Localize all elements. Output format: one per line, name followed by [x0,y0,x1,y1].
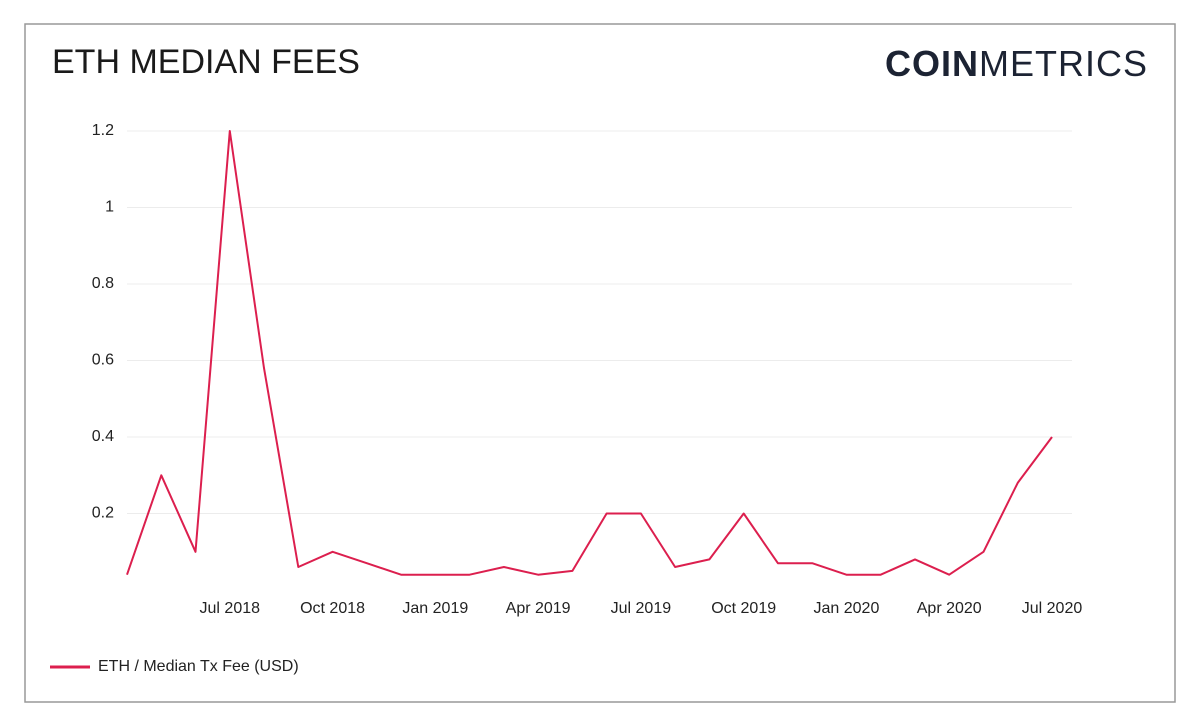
y-tick-label: 0.8 [92,275,114,292]
frame [24,23,1176,703]
data-line [126,130,1053,576]
y-tick-label: 1.2 [92,122,114,139]
logo: COINMETRICS [885,43,1148,84]
y-tick-label: 0.4 [92,428,114,445]
y-tick-label: 0.6 [92,352,114,369]
x-tick-label: Apr 2020 [917,600,982,617]
x-tick-label: Jul 2018 [200,600,261,617]
x-tick-label: Jul 2019 [611,600,672,617]
x-tick-label: Jan 2019 [402,600,468,617]
y-tick-label: 0.2 [92,505,114,522]
x-tick-label: Oct 2018 [300,600,365,617]
x-tick-label: Oct 2019 [711,600,776,617]
chart-title: ETH MEDIAN FEES [52,43,360,81]
x-tick-label: Jan 2020 [814,600,880,617]
legend-label: ETH / Median Tx Fee (USD) [98,658,299,675]
y-tick-label: 1 [105,199,114,216]
x-tick-label: Apr 2019 [506,600,571,617]
x-tick-label: Jul 2020 [1022,600,1083,617]
logo-bold: COIN [885,43,979,84]
logo-light: METRICS [979,43,1148,84]
